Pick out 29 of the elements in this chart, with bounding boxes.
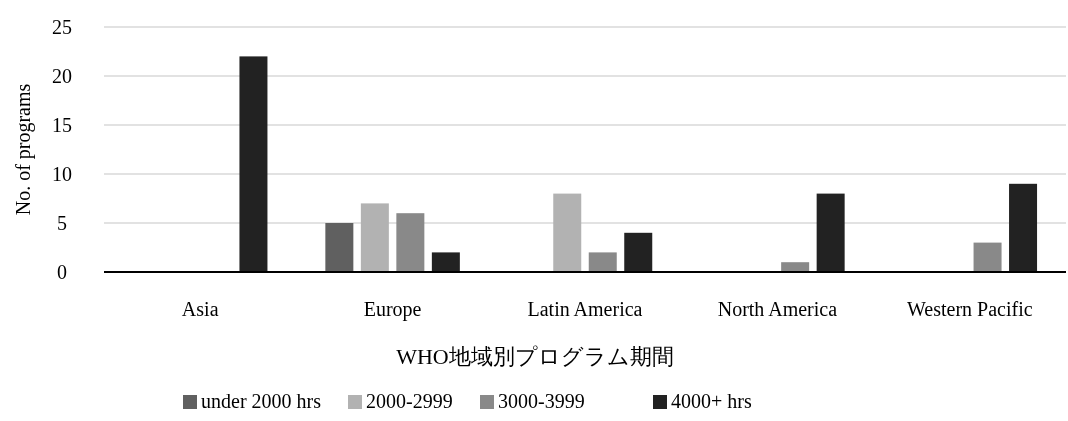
x-tick-label: Western Pacific — [907, 298, 1033, 320]
y-tick-label: 10 — [52, 163, 72, 185]
bar — [816, 193, 845, 272]
y-tick-label: 25 — [52, 16, 72, 38]
bar — [1009, 183, 1038, 272]
y-axis-title: No. of programs — [12, 83, 35, 216]
legend-label: 3000-3999 — [498, 390, 585, 412]
y-tick-label: 20 — [52, 65, 72, 87]
legend-label: under 2000 hrs — [201, 390, 322, 412]
bar — [239, 56, 268, 272]
bar — [624, 232, 653, 272]
x-tick-label: North America — [717, 298, 838, 320]
bar — [973, 242, 1002, 272]
x-tick-label: Europe — [363, 298, 422, 321]
legend-label: 4000+ hrs — [671, 390, 752, 412]
y-tick-label: 5 — [57, 212, 67, 234]
bar — [553, 193, 582, 272]
bar — [431, 252, 460, 272]
bar — [781, 262, 810, 272]
bar — [588, 252, 617, 272]
bar — [360, 203, 389, 272]
x-axis-title: WHO地域別プログラム期間 — [396, 344, 674, 369]
x-tick-label: Latin America — [527, 298, 643, 320]
y-tick-label: 0 — [57, 261, 67, 283]
bar — [396, 213, 425, 272]
x-tick-label: Asia — [181, 298, 219, 320]
legend-label: 2000-2999 — [366, 390, 453, 412]
bar — [325, 223, 354, 272]
y-tick-label: 15 — [52, 114, 72, 136]
